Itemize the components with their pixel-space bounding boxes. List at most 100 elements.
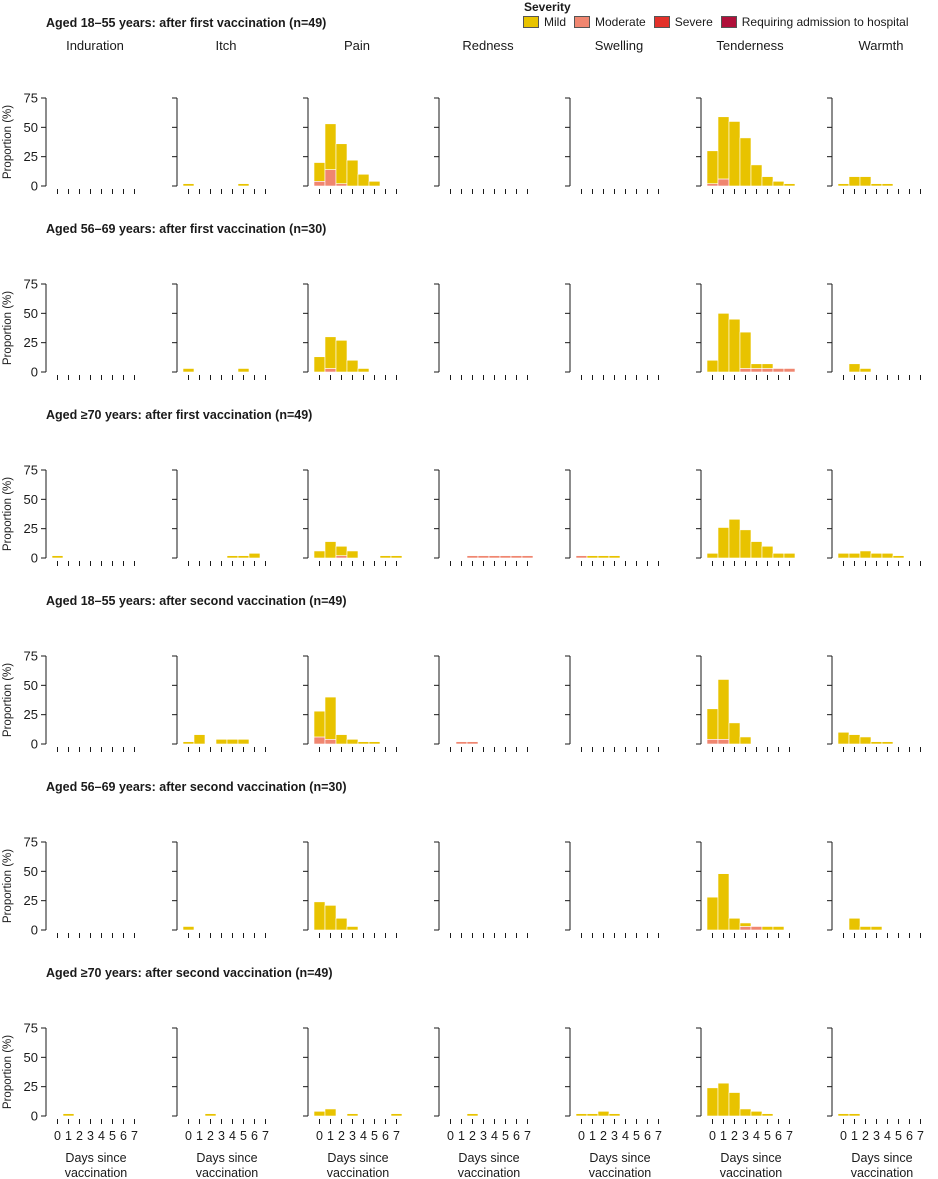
x-tick-label-3: 3	[873, 1129, 880, 1143]
y-tick-label-75: 75	[24, 835, 38, 850]
bar-mild-day-4	[357, 741, 370, 745]
bar-mild-day-2	[728, 318, 741, 373]
x-tick-label-6: 6	[120, 1129, 127, 1143]
bar-mild-day-4	[750, 1111, 763, 1117]
bar-mild-day-1	[717, 116, 730, 180]
x-tick-label-3: 3	[480, 1129, 487, 1143]
bar-mild-day-1	[586, 1113, 599, 1117]
bar-mild-day-1	[848, 363, 861, 373]
x-tick-label-6: 6	[644, 1129, 651, 1143]
y-axis-label: Proportion (%)	[2, 1035, 14, 1109]
x-tick-label-0: 0	[709, 1129, 716, 1143]
column-header-itch: Itch	[216, 38, 237, 53]
panel-3-warmth	[827, 469, 921, 566]
bar-moderate-day-2	[466, 741, 479, 745]
bar-mild-day-2	[728, 722, 741, 745]
bar-mild-day-2	[728, 518, 741, 559]
x-tick-label-3: 3	[611, 1129, 618, 1143]
legend-title: Severity	[524, 0, 571, 14]
bar-mild-day-7	[783, 553, 796, 559]
x-tick-label-1: 1	[327, 1129, 334, 1143]
x-tick-label-4: 4	[491, 1129, 498, 1143]
bar-mild-day-0	[313, 1111, 326, 1117]
bar-mild-day-3	[346, 926, 359, 931]
y-tick-label-0: 0	[31, 179, 38, 194]
bar-mild-day-1	[717, 679, 730, 740]
panel-2-swelling	[565, 283, 659, 380]
bar-mild-day-4	[881, 183, 894, 187]
x-tick-label-4: 4	[622, 1129, 629, 1143]
column-header-pain: Pain	[344, 38, 370, 53]
legend-swatch-moderate	[574, 16, 591, 28]
y-tick-label-75: 75	[24, 277, 38, 292]
y-tick-label-0: 0	[31, 923, 38, 938]
bar-moderate-day-3	[739, 926, 752, 931]
x-tick-label-3: 3	[349, 1129, 356, 1143]
x-axis-label-line2: vaccination	[851, 1166, 914, 1179]
bar-mild-day-3	[346, 739, 359, 745]
x-axis-label-line1: Days since	[65, 1151, 126, 1165]
bar-mild-day-5	[237, 368, 250, 373]
row-1: Aged 18–55 years: after first vaccinatio…	[2, 16, 921, 194]
bar-moderate-day-4	[750, 368, 763, 373]
bar-mild-day-4	[750, 164, 763, 187]
x-tick-label-5: 5	[502, 1129, 509, 1143]
panel-4-warmth	[827, 655, 921, 752]
bar-mild-day-1	[62, 1113, 75, 1117]
panel-1-tenderness	[696, 97, 796, 194]
bar-mild-day-3	[346, 159, 359, 187]
bar-mild-day-0	[182, 926, 195, 931]
bar-moderate-day-1	[717, 739, 730, 745]
bar-mild-day-0	[837, 553, 850, 559]
x-tick-label-1: 1	[458, 1129, 465, 1143]
bar-mild-day-0	[182, 741, 195, 745]
bar-mild-day-1	[324, 336, 337, 369]
bar-mild-day-6	[248, 553, 261, 559]
y-tick-label-0: 0	[31, 1109, 38, 1124]
bar-mild-day-0	[313, 550, 326, 559]
panel-1-redness	[434, 97, 528, 194]
bar-mild-day-0	[706, 1087, 719, 1117]
x-tick-label-7: 7	[262, 1129, 269, 1143]
y-tick-label-50: 50	[24, 492, 38, 507]
panel-3-itch	[172, 469, 266, 566]
bar-mild-day-0	[706, 150, 719, 184]
bar-moderate-day-3	[739, 368, 752, 373]
bar-mild-day-0	[706, 359, 719, 373]
x-tick-label-3: 3	[742, 1129, 749, 1143]
legend-label-mild: Mild	[544, 15, 567, 29]
legend-item-severe: Severe	[653, 15, 713, 29]
bar-moderate-day-7	[521, 555, 534, 559]
y-tick-label-75: 75	[24, 463, 38, 478]
legend-item-mild: Mild	[523, 15, 566, 29]
bar-mild-day-7	[390, 555, 403, 559]
panel-1-pain	[303, 97, 397, 194]
bar-moderate-day-1	[324, 739, 337, 745]
bar-mild-day-3	[870, 183, 883, 187]
x-tick-label-5: 5	[371, 1129, 378, 1143]
bar-mild-day-5	[761, 363, 774, 369]
panel-2-tenderness	[696, 283, 796, 380]
panel-4-swelling	[565, 655, 659, 752]
bar-moderate-day-1	[455, 741, 468, 745]
bar-mild-day-1	[324, 1108, 337, 1117]
bar-mild-day-1	[717, 873, 730, 931]
row-title-1: Aged 18–55 years: after first vaccinatio…	[46, 16, 326, 30]
panel-5-tenderness	[696, 841, 790, 938]
bar-mild-day-5	[892, 555, 905, 559]
panel-3-tenderness	[696, 469, 796, 566]
panel-2-itch	[172, 283, 266, 380]
y-tick-label-75: 75	[24, 91, 38, 106]
x-tick-label-0: 0	[840, 1129, 847, 1143]
bar-mild-day-3	[739, 922, 752, 927]
bar-moderate-day-0	[313, 181, 326, 187]
bar-mild-day-1	[324, 123, 337, 170]
panel-3-redness	[434, 469, 534, 566]
bar-moderate-day-5	[761, 368, 774, 373]
bar-mild-day-3	[346, 1113, 359, 1117]
bar-mild-day-5	[237, 739, 250, 745]
